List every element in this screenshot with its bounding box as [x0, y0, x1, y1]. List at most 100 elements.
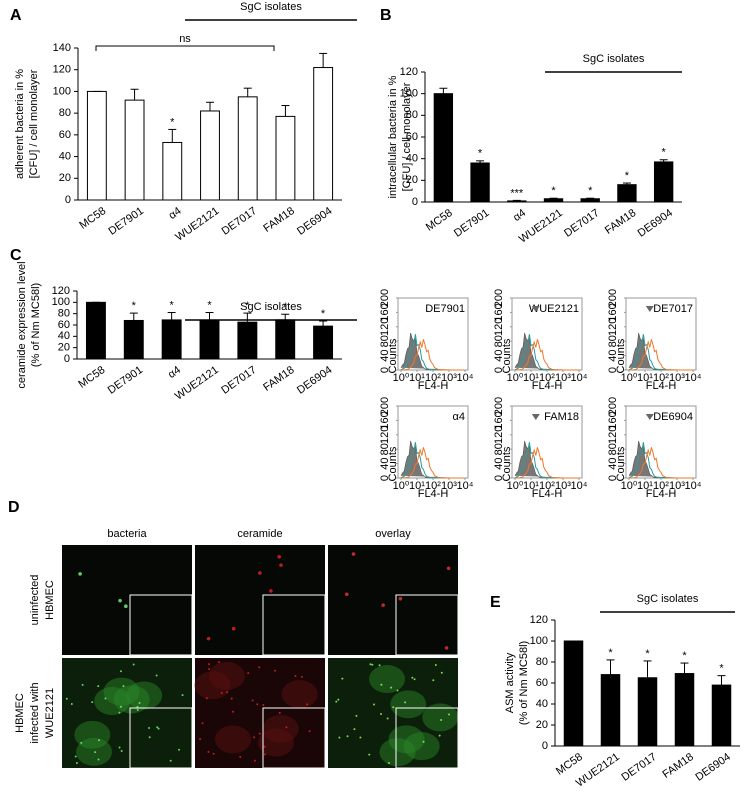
bar: [433, 93, 454, 203]
spot: [119, 670, 122, 673]
x-tick-label: DE7901: [106, 364, 145, 397]
bar: [123, 319, 144, 360]
spot: [155, 674, 158, 677]
y-axis-label: (% of Nm MC58l): [30, 283, 42, 367]
y-axis-label: [CFU] / cell monolayer: [401, 82, 413, 191]
spot: [386, 717, 389, 720]
cell-glow: [369, 665, 406, 694]
x-tick-label: MC58: [554, 751, 585, 778]
cell-glow: [113, 685, 150, 714]
spot: [263, 753, 266, 756]
y-tick-label: 20: [59, 172, 71, 184]
x-tick-label: DE7017: [562, 207, 601, 240]
group-label: SgC isolates: [637, 593, 699, 605]
spot: [97, 758, 100, 761]
spot: [300, 675, 303, 678]
spot: [308, 730, 311, 733]
x-tick-label: 10¹: [409, 372, 425, 384]
spot: [368, 753, 371, 756]
bar: [470, 162, 490, 203]
spot: [306, 703, 309, 706]
y-tick-label: 160: [493, 303, 505, 321]
marker-arrow: [645, 414, 654, 420]
x-tick-label: FAM18: [660, 751, 695, 781]
marker-arrow: [531, 306, 540, 312]
y-tick-label: 200: [493, 289, 505, 307]
x-tick-label: 10⁴: [571, 372, 588, 384]
bar: [237, 321, 258, 360]
spot: [440, 671, 443, 674]
histogram-ceramide: [514, 447, 579, 479]
x-tick-label: DE7017: [619, 751, 658, 784]
significance: *: [551, 185, 556, 197]
spot: [351, 552, 356, 556]
y-tick-label: 20: [58, 342, 70, 354]
y-tick-label: 40: [493, 457, 505, 469]
bar: [200, 110, 220, 201]
x-axis-label: FL4-H: [646, 488, 677, 500]
cell-glow: [126, 681, 163, 710]
x-tick-label: FAM18: [261, 364, 296, 394]
cell-glow: [281, 680, 318, 709]
y-tick-label: 200: [607, 397, 619, 415]
spot: [157, 727, 160, 730]
spot: [247, 672, 250, 675]
spot: [118, 746, 121, 749]
y-tick-label: 120: [607, 318, 619, 336]
y-axis-label: [CFU] / cell monolayer: [28, 69, 40, 178]
y-tick-label: 0: [607, 475, 619, 481]
cell-glow: [379, 738, 416, 767]
panel-label: A: [10, 7, 22, 24]
histogram-ceramide: [514, 339, 579, 371]
significance: *: [608, 647, 613, 659]
y-tick-label: 80: [379, 335, 391, 347]
spot: [380, 683, 383, 686]
bar: [161, 319, 182, 360]
bar: [199, 319, 220, 360]
x-tick-label: DE7901: [107, 205, 146, 238]
spot: [378, 664, 381, 667]
histogram-title: DE6904: [653, 411, 693, 423]
spot: [207, 663, 210, 666]
x-tick-label: α4: [511, 207, 528, 224]
spot: [256, 703, 259, 706]
spot: [262, 703, 265, 706]
x-tick-label: DE6904: [636, 207, 675, 240]
significance: *: [588, 185, 593, 197]
x-tick-label: DE7017: [219, 364, 258, 397]
spot: [132, 663, 135, 666]
x-tick-label: DE6904: [295, 205, 334, 238]
inset-frame: [129, 594, 193, 656]
spot: [74, 755, 77, 758]
spot: [78, 572, 82, 576]
histogram-ceramide: [628, 339, 693, 371]
y-tick-label: 200: [379, 289, 391, 307]
spot: [446, 566, 451, 571]
x-tick-label: 10³: [555, 480, 571, 492]
spot: [80, 741, 83, 744]
spot: [294, 674, 297, 677]
x-tick-label: MC58: [77, 205, 108, 232]
x-tick-label: DE7901: [452, 207, 491, 240]
y-tick-label: 80: [536, 656, 548, 668]
y-tick-label: 80: [59, 107, 71, 119]
spot: [199, 738, 202, 741]
y-axis-label: ASM activity: [504, 652, 516, 713]
x-tick-label: 10²: [539, 372, 555, 384]
spot: [230, 697, 233, 700]
spot: [206, 636, 211, 641]
marker-arrow: [645, 306, 654, 312]
bar: [563, 640, 584, 747]
x-axis-label: FL4-H: [418, 488, 449, 500]
spot: [94, 751, 97, 754]
significance: *: [662, 147, 667, 159]
comparison-bracket: [95, 45, 275, 51]
y-tick-label: 120: [493, 426, 505, 444]
spot: [70, 703, 73, 706]
bar: [711, 684, 732, 747]
x-tick-label: FAM18: [603, 207, 638, 237]
micrograph: [328, 545, 458, 655]
y-tick-label: 120: [53, 64, 71, 76]
y-tick-label: 100: [400, 88, 418, 100]
y-tick-label: 160: [379, 303, 391, 321]
